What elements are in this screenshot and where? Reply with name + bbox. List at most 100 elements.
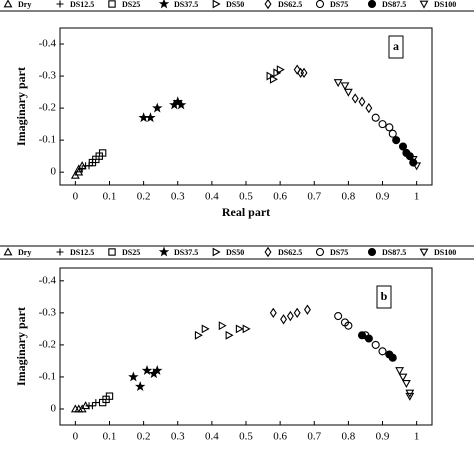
x-tick-label: 0.3 (171, 431, 185, 443)
x-tick-label: 0.2 (137, 191, 151, 203)
x-tick-label: 0 (73, 191, 79, 203)
y-axis-label: Imaginary part (14, 307, 28, 386)
y-tick-label: -0.1 (39, 370, 56, 382)
legend-label: DS87.5 (382, 248, 406, 257)
legend-label: Dry (18, 0, 31, 9)
point (333, 79, 343, 88)
point (152, 102, 163, 113)
marker (419, 0, 429, 9)
y-tick-label: -0.3 (39, 70, 57, 82)
point (286, 310, 294, 322)
point (201, 324, 210, 334)
marker (264, 246, 272, 258)
x-tick-label: 0.1 (103, 191, 117, 203)
x-tick-label: 0.3 (171, 191, 185, 203)
point (371, 113, 380, 122)
point (293, 307, 301, 319)
marker (56, 248, 64, 256)
y-axis-label: Imaginary part (14, 67, 28, 146)
y-tick-label: -0.3 (39, 306, 57, 318)
point (78, 165, 86, 173)
x-tick-label: 0.7 (307, 191, 321, 203)
x-tick-label: 0.6 (273, 191, 287, 203)
point (340, 82, 350, 91)
legend-label: DS75 (330, 248, 348, 257)
point (392, 136, 401, 145)
x-tick-label: 0.2 (137, 431, 151, 443)
point (398, 142, 408, 151)
point (388, 129, 397, 138)
point (412, 162, 422, 171)
legend-label: DS50 (226, 0, 244, 9)
point (194, 330, 203, 340)
point (303, 304, 311, 315)
point (364, 334, 373, 343)
marker (212, 0, 221, 9)
point (378, 347, 387, 356)
marker (367, 247, 377, 257)
x-tick-label: 0.7 (307, 431, 321, 443)
marker (158, 246, 170, 257)
point (276, 65, 285, 75)
marker (108, 0, 116, 8)
point (269, 74, 278, 84)
annotation-box (388, 35, 404, 59)
y-tick-label: 0 (51, 166, 57, 178)
legend-label: DS87.5 (382, 0, 406, 9)
x-tick-label: 0.8 (342, 191, 356, 203)
point (152, 365, 163, 375)
point (105, 392, 114, 400)
point (175, 99, 187, 110)
y-tick-label: -0.4 (39, 274, 57, 286)
point (351, 93, 359, 104)
point (218, 321, 227, 331)
point (300, 67, 308, 79)
legend-label: Dry (18, 248, 31, 257)
x-tick-label: 0.6 (273, 431, 287, 443)
annotation: b (381, 289, 388, 303)
marker (212, 247, 221, 257)
point (371, 340, 380, 349)
y-tick-label: -0.1 (39, 134, 56, 146)
point (225, 330, 234, 340)
x-axis-label: Real part (222, 205, 270, 219)
legend-label: DS75 (330, 0, 348, 9)
x-tick-label: 0.5 (239, 191, 253, 203)
y-tick-label: 0 (51, 403, 57, 415)
marker (3, 247, 13, 256)
y-tick-label: -0.4 (39, 38, 57, 50)
point (401, 379, 411, 388)
point (128, 371, 139, 382)
point (358, 96, 366, 107)
point (242, 324, 251, 334)
point (293, 64, 301, 75)
point (74, 167, 84, 176)
y-tick-label: -0.2 (39, 338, 56, 350)
marker (315, 0, 325, 9)
point (378, 120, 387, 129)
x-tick-label: 1 (414, 191, 420, 203)
point (141, 365, 153, 375)
legend-label: DS50 (226, 248, 244, 257)
plot-frame (59, 267, 433, 426)
legend-label: DS100 (434, 0, 456, 9)
point (395, 367, 405, 376)
point (398, 373, 408, 382)
point (98, 149, 107, 157)
annotation: a (393, 39, 399, 53)
point (88, 402, 96, 410)
point (134, 381, 146, 391)
marker (419, 248, 429, 257)
point (343, 88, 353, 97)
point (92, 399, 100, 407)
legend-label: DS12.5 (70, 0, 94, 9)
legend-label: DS25 (122, 248, 140, 257)
marker (367, 0, 377, 9)
legend-label: DS25 (122, 0, 140, 9)
point (365, 102, 373, 114)
point (385, 123, 394, 132)
legend-label: DS100 (434, 248, 456, 257)
marker (315, 247, 325, 257)
x-tick-label: 1 (414, 431, 420, 443)
